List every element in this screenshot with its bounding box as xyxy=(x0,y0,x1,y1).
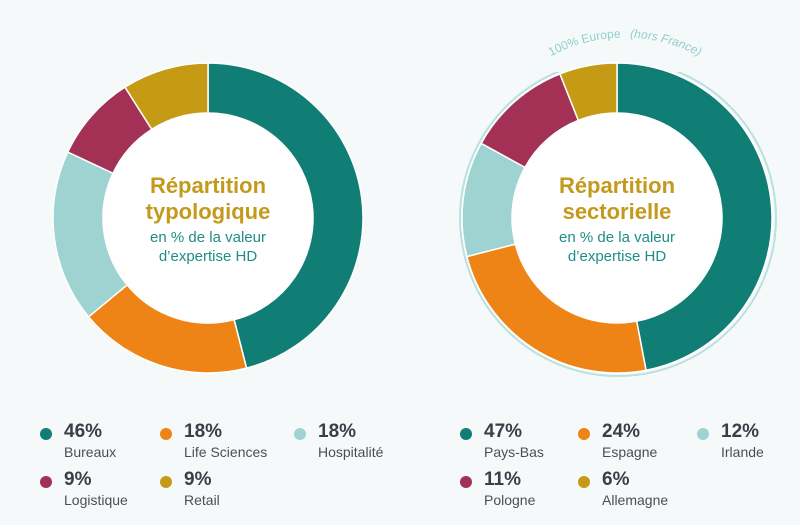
chart-sectorielle-title-line2: sectorielle xyxy=(563,199,672,224)
legend-value: 9% xyxy=(64,469,92,490)
chart-typologique-title-line1: Répartition xyxy=(150,173,266,198)
chart-typologique-slices xyxy=(52,62,364,374)
legend-value: 18% xyxy=(184,421,223,442)
chart-typologique-subtitle-line1: en % de la valeur xyxy=(150,229,266,246)
legend-item-pays-bas: 47% Pays-Bas xyxy=(460,421,544,460)
legend-label: Hospitalité xyxy=(318,443,384,460)
legend-value: 47% xyxy=(484,421,523,442)
legend-dot xyxy=(460,428,472,440)
legend-label: Irlande xyxy=(721,443,764,460)
legend-value: 11% xyxy=(484,469,521,490)
legend-item-irlande: 12% Irlande xyxy=(697,421,764,460)
slice-typologique-retail xyxy=(123,62,209,131)
legend-dot xyxy=(160,428,172,440)
chart-sectorielle-subtitle-line2: d’expertise HD xyxy=(568,248,667,265)
chart-sectorielle-subtitle-line1: en % de la valeur xyxy=(559,229,675,246)
slice-typologique-bureaux xyxy=(207,62,364,370)
chart-typologique-subtitle-line2: d’expertise HD xyxy=(159,248,258,265)
chart-sectorielle: 100% Europe (hors France) Répartition se… xyxy=(459,27,777,377)
legend-label: Allemagne xyxy=(602,491,669,508)
legend-dot xyxy=(160,476,172,488)
legend-item-pologne: 11% Pologne xyxy=(460,469,536,508)
legend-item-retail: 9% Retail xyxy=(160,469,220,508)
legend-item-bureaux: 46% Bureaux xyxy=(40,421,117,460)
legend-dot xyxy=(578,476,590,488)
legend-label: Life Sciences xyxy=(184,443,268,460)
legend-dot xyxy=(294,428,306,440)
legend-label: Pologne xyxy=(484,491,536,508)
legend-dot xyxy=(460,476,472,488)
chart-typologique-title-line2: typologique xyxy=(146,199,271,224)
legend-item-espagne: 24% Espagne xyxy=(578,421,658,460)
legend-label: Retail xyxy=(184,491,220,508)
legend-value: 6% xyxy=(602,469,630,490)
chart-sectorielle-title-line1: Répartition xyxy=(559,173,675,198)
legend-label: Bureaux xyxy=(64,443,117,460)
legend-dot xyxy=(40,428,52,440)
legend-item-logistique: 9% Logistique xyxy=(40,469,128,508)
legend-dot xyxy=(40,476,52,488)
chart-sectorielle-slices xyxy=(461,62,773,374)
legend-dot xyxy=(578,428,590,440)
legend-value: 9% xyxy=(184,469,212,490)
slice-sectorielle-allemagne xyxy=(558,62,618,122)
donut-hole-typologique xyxy=(104,114,312,322)
legend-value: 18% xyxy=(318,421,357,442)
slice-sectorielle-pays-bas xyxy=(616,62,773,372)
legend-item-allemagne: 6% Allemagne xyxy=(578,469,669,508)
legend-label: Logistique xyxy=(64,491,128,508)
donut-hole-sectorielle xyxy=(513,114,721,322)
legend-value: 12% xyxy=(721,421,760,442)
legend-value: 24% xyxy=(602,421,641,442)
legend-item-life-sciences: 18% Life Sciences xyxy=(160,421,268,460)
legend-dot xyxy=(697,428,709,440)
chart-typologique: Répartition typologique en % de la valeu… xyxy=(52,62,364,374)
legend-value: 46% xyxy=(64,421,103,442)
legend-item-hospitalite: 18% Hospitalité xyxy=(294,421,384,460)
legend-label: Espagne xyxy=(602,443,658,460)
legend-label: Pays-Bas xyxy=(484,443,544,460)
